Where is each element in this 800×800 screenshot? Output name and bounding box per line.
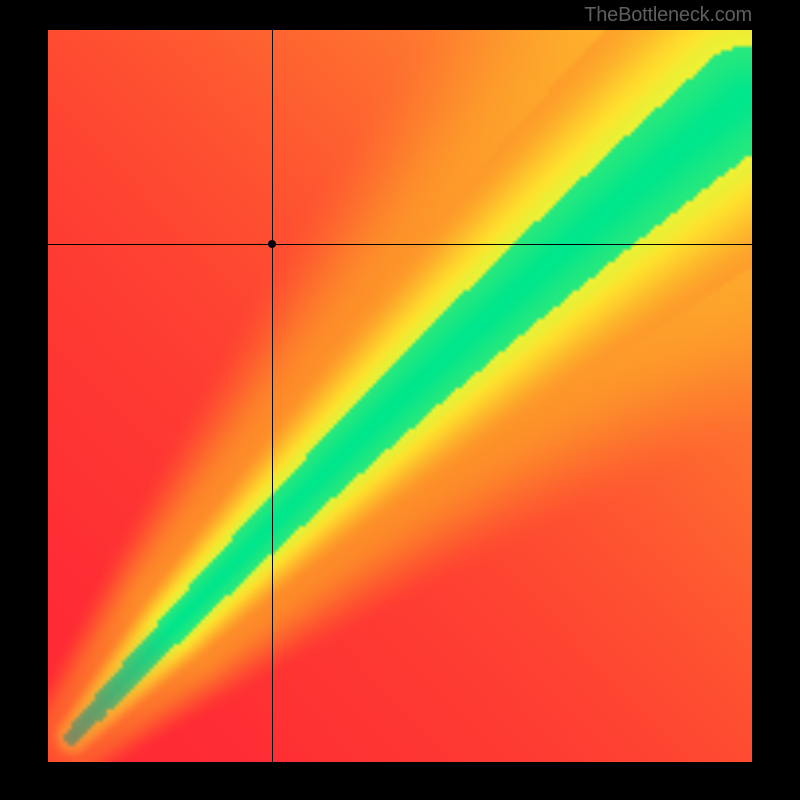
heatmap-plot [48,30,752,762]
crosshair-vertical [272,30,273,762]
watermark-text: TheBottleneck.com [584,4,752,27]
crosshair-dot [268,240,276,248]
heatmap-canvas [48,30,752,762]
crosshair-horizontal [48,244,752,245]
